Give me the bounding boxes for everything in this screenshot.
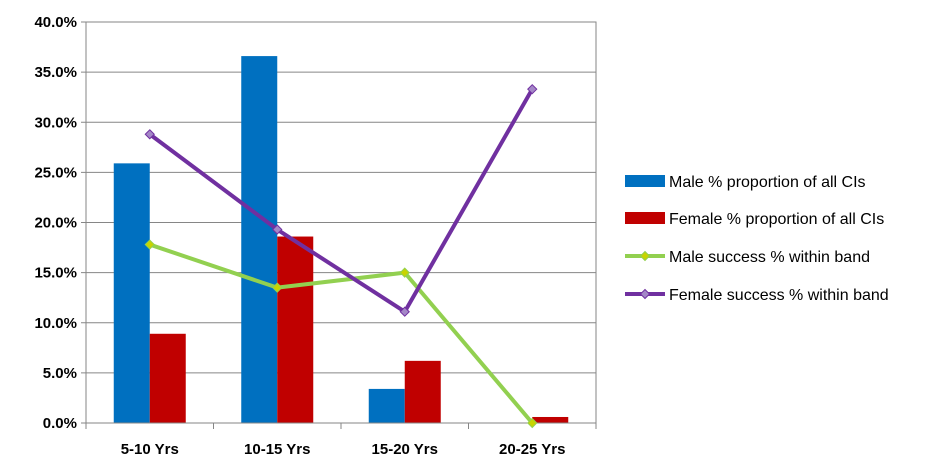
y-tick-label: 25.0% — [34, 164, 77, 181]
legend-label: Male % proportion of all CIs — [669, 174, 866, 191]
y-tick-label: 30.0% — [34, 114, 77, 131]
x-tick-label: 15-20 Yrs — [372, 441, 438, 458]
bar — [532, 416, 569, 423]
data-point — [527, 83, 538, 95]
legend-marker — [639, 288, 651, 300]
data-point — [144, 239, 155, 250]
data-point — [144, 129, 155, 140]
y-tick-label: 15.0% — [34, 265, 77, 282]
bar — [113, 163, 150, 424]
data-point — [527, 417, 538, 429]
legend-swatch — [625, 212, 665, 224]
bar — [368, 388, 405, 423]
x-tick-label: 5-10 Yrs — [121, 441, 179, 458]
x-tick-labels: 5-10 Yrs 10-15 Yrs 15-20 Yrs 20-25 Yrs — [121, 441, 566, 458]
data-point — [272, 224, 283, 235]
series-line — [149, 242, 534, 425]
y-tick-label: 35.0% — [34, 64, 77, 81]
legend-marker — [639, 250, 651, 262]
data-point — [399, 306, 410, 317]
bar — [404, 360, 441, 423]
legend: Male % proportion of all CIs Female % pro… — [625, 174, 889, 304]
data-point — [399, 267, 410, 278]
series-line — [148, 88, 534, 314]
bars — [113, 56, 569, 424]
x-tick-label: 10-15 Yrs — [244, 441, 310, 458]
y-tick-label: 20.0% — [34, 215, 77, 232]
axes — [81, 21, 597, 429]
legend-label: Female success % within band — [669, 287, 889, 304]
bar — [277, 236, 314, 423]
x-tick-label: 20-25 Yrs — [499, 441, 565, 458]
y-tick-label: 5.0% — [43, 365, 77, 382]
legend-label: Female % proportion of all CIs — [669, 211, 884, 228]
lines — [144, 83, 538, 429]
data-point — [272, 282, 283, 293]
y-tick-labels: 0.0% 5.0% 10.0% 15.0% 20.0% 25.0% 30.0% 35.0% 40… — [34, 14, 77, 432]
gridlines — [86, 21, 596, 374]
y-tick-label: 10.0% — [34, 315, 77, 332]
legend-swatch — [625, 175, 665, 187]
legend-label: Male success % within band — [669, 249, 870, 266]
y-tick-label: 40.0% — [34, 14, 77, 31]
y-tick-label: 0.0% — [43, 415, 77, 432]
bar — [241, 56, 278, 424]
bar — [149, 333, 186, 423]
